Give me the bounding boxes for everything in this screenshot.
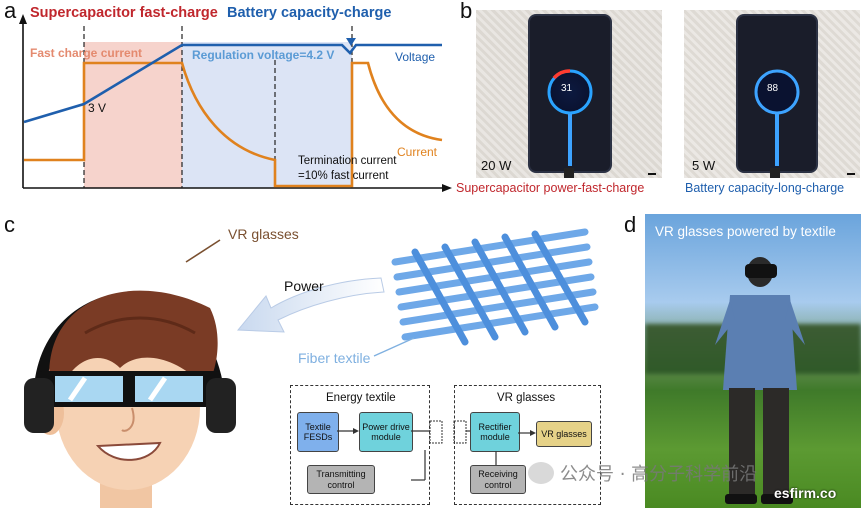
fiber-textile-label: Fiber textile: [298, 350, 371, 366]
phone-photo-long-charge: 88 5 W: [684, 10, 860, 178]
vr-glasses-group-title: VR glasses: [497, 392, 556, 404]
vr-glasses-group: [454, 385, 601, 505]
termination-current-line2: =10% fast current: [298, 170, 389, 182]
termination-current-line1: Termination current: [298, 155, 397, 167]
x-axis-arrow: [442, 184, 452, 192]
fiber-textile-pointer: [373, 337, 415, 357]
voltage-dip-marker: [346, 38, 356, 46]
vr-photo: VR glasses powered by textile: [645, 214, 861, 508]
fast-charge-current-label: Fast charge current: [30, 46, 143, 60]
receiving-block: Receiving control: [470, 465, 526, 494]
phone2-caption: Battery capacity-long-charge: [685, 181, 845, 195]
phone2-power-label: 5 W: [692, 158, 716, 173]
phone1-power-label: 20 W: [481, 158, 512, 173]
phone1-cable: [564, 168, 574, 178]
current-label: Current: [397, 145, 438, 159]
scale-bar-1: [648, 173, 656, 175]
y-axis-arrow: [19, 14, 27, 24]
phone1-percent: 31: [561, 83, 573, 94]
power-arrow: [236, 277, 385, 333]
power-drive-block: Power drive module: [359, 412, 413, 452]
vr-user-illustration: [24, 290, 236, 508]
textile-fesds-block: Textile FESDs: [297, 412, 339, 452]
panel-label-b: b: [460, 0, 473, 23]
fast-charge-region: [84, 42, 182, 188]
vr-glasses-block: VR glasses: [536, 421, 592, 447]
current-curve: [24, 61, 443, 188]
vr-glasses-label: VR glasses: [228, 226, 299, 242]
voltage-curve: [23, 43, 442, 124]
phase-label-supercapacitor: Supercapacitor fast-charge: [30, 5, 218, 21]
site-watermark: esfirm.co: [774, 485, 837, 501]
regulation-voltage-label: Regulation voltage=4.2 V: [192, 48, 335, 62]
phase-label-battery: Battery capacity-charge: [227, 5, 392, 21]
wechat-icon: [528, 462, 554, 484]
wechat-watermark-text: 公众号 · 高分子科学前沿: [560, 464, 758, 485]
power-label: Power: [284, 278, 324, 294]
person-figure: [715, 257, 805, 504]
phone2-cable: [770, 168, 780, 178]
panel-label-c: c: [4, 212, 15, 237]
panel-label-d: d: [624, 212, 637, 237]
charge-profile-diagram: [19, 14, 452, 192]
capacity-charge-region: [182, 42, 352, 188]
energy-textile-group: [290, 385, 430, 505]
block-connectors: [337, 420, 536, 481]
panel-label-a: a: [4, 0, 17, 23]
phone2-percent: 88: [767, 83, 779, 94]
rectifier-block: Rectifier module: [470, 412, 520, 452]
transmitting-block: Transmitting control: [307, 465, 375, 494]
scale-bar-2: [847, 173, 855, 175]
energy-textile-title: Energy textile: [326, 392, 396, 404]
three-volt-label: 3 V: [88, 101, 107, 115]
vr-photo-title: VR glasses powered by textile: [655, 224, 836, 239]
phone-photo-fast-charge: 31 20 W: [476, 10, 662, 178]
wechat-watermark: 公众号 · 高分子科学前沿: [528, 460, 757, 486]
phone1-caption: Supercapacitor power-fast-charge: [456, 181, 645, 195]
fiber-textile-illustration: [391, 228, 599, 346]
charging-ring-icon: [754, 69, 800, 166]
vr-glasses-pointer: [185, 239, 221, 263]
charging-ring-icon: [547, 69, 593, 166]
voltage-label: Voltage: [395, 50, 436, 64]
